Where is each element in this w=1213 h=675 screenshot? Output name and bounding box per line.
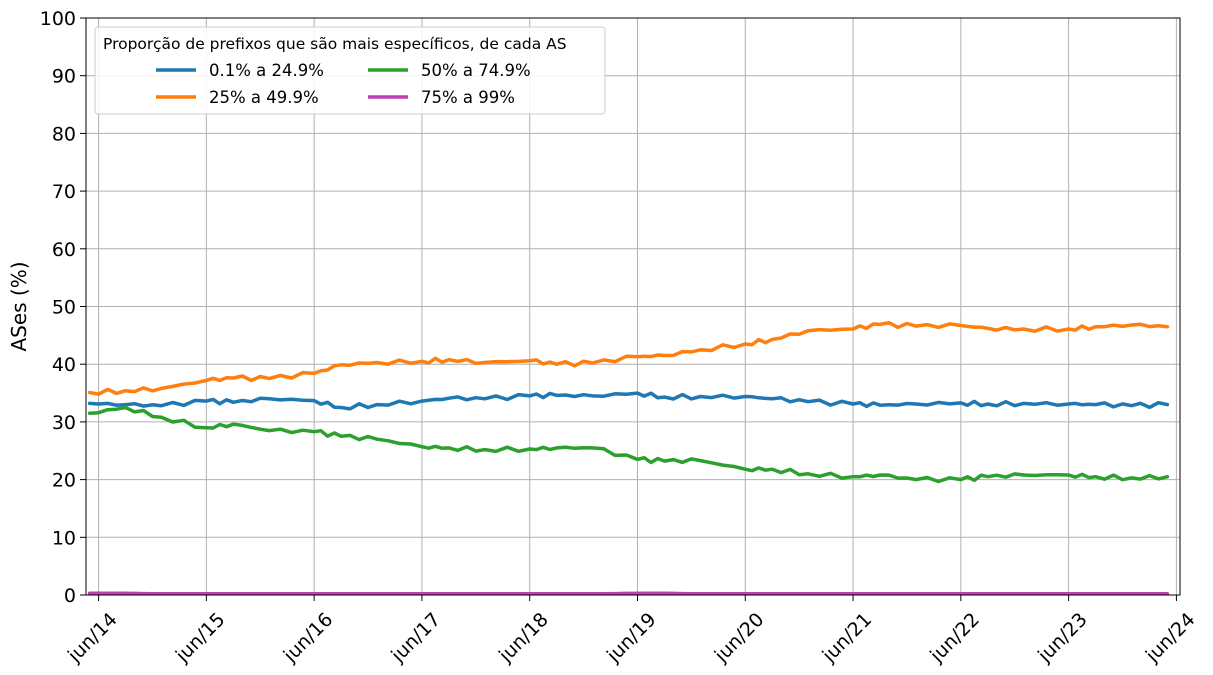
x-tick-label: jun/21: [818, 609, 877, 668]
x-tick-label: jun/19: [602, 609, 661, 668]
y-tick-label: 0: [64, 585, 76, 607]
x-tick-label: jun/17: [386, 609, 445, 668]
legend-entry-2: 25% a 49.9%: [209, 88, 319, 107]
legend-entry-1: 0.1% a 24.9%: [209, 61, 324, 80]
y-tick-label: 50: [52, 297, 76, 319]
x-tick-label: jun/24: [1141, 609, 1200, 668]
y-tick-label: 100: [40, 8, 76, 30]
y-tick-label: 80: [52, 123, 76, 145]
legend-box: [94, 26, 606, 115]
x-tick-label: jun/18: [494, 609, 553, 668]
x-tick-label: jun/15: [171, 609, 230, 668]
x-axis: jun/14 jun/15 jun/16 jun/17 jun/18 jun/19 jun/…: [63, 595, 1200, 668]
legend-entry-3: 50% a 74.9%: [421, 61, 531, 80]
x-tick-label: jun/16: [279, 609, 338, 668]
legend-title: Proporção de prefixos que são mais espec…: [103, 35, 567, 53]
y-tick-label: 70: [52, 181, 76, 203]
series-lines: [87, 320, 1170, 596]
y-tick-label: 90: [52, 66, 76, 88]
x-tick-label: jun/20: [710, 609, 769, 668]
y-tick-label: 20: [52, 470, 76, 492]
y-axis: 0 10 20 30 40 50 60 70 80 90 100: [40, 8, 86, 607]
legend: Proporção de prefixos que são mais espec…: [94, 26, 606, 115]
y-axis-label: ASes (%): [7, 261, 31, 351]
y-tick-label: 60: [52, 239, 76, 261]
x-tick-label: jun/22: [925, 609, 984, 668]
legend-entry-4: 75% a 99%: [421, 88, 515, 107]
y-tick-label: 10: [52, 527, 76, 549]
y-tick-label: 30: [52, 412, 76, 434]
series-line-4: [87, 591, 1170, 596]
x-tick-label: jun/14: [63, 609, 122, 668]
series-line-3: [87, 405, 1170, 484]
y-tick-label: 40: [52, 354, 76, 376]
series-line-2: [87, 320, 1170, 396]
x-tick-label: jun/23: [1033, 609, 1092, 668]
series-line-1: [87, 391, 1170, 411]
